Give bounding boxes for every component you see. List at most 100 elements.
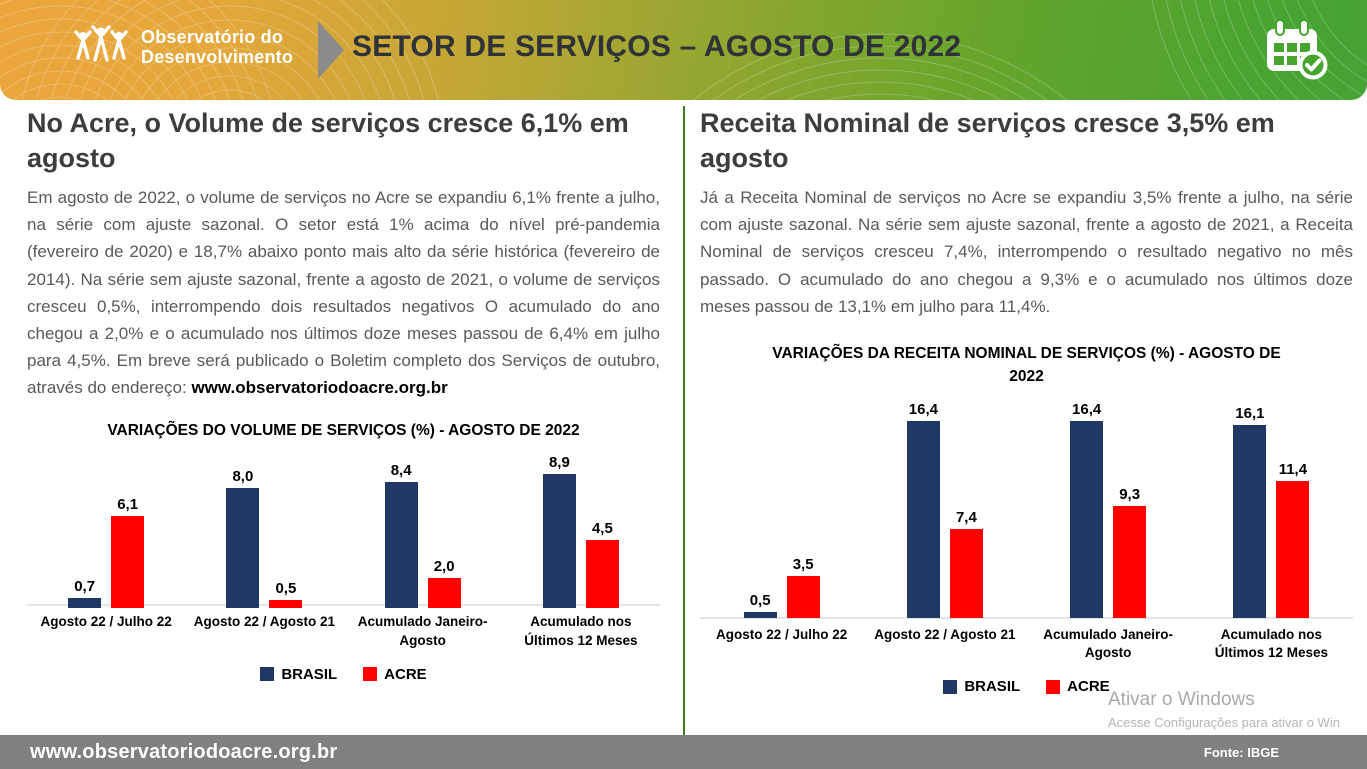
legend-item-acre: ACRE	[1046, 678, 1110, 695]
bar-value-label: 2,0	[433, 557, 455, 575]
calendar-check-icon	[1267, 19, 1328, 80]
header-banner: Observatório do Desenvolvimento SETOR DE…	[0, 0, 1367, 100]
bar-value-label: 8,0	[232, 467, 254, 485]
bar-brasil	[384, 481, 418, 608]
volume-paragraph: Em agosto de 2022, o volume de serviços …	[27, 184, 660, 402]
bar-acre	[427, 577, 461, 608]
legend-swatch	[943, 679, 958, 694]
bar-wrap: 8,9	[542, 453, 576, 608]
bar-value-label: 7,4	[955, 508, 977, 526]
bar-wrap: 4,5	[585, 519, 619, 608]
bar-value-label: 9,3	[1119, 485, 1141, 503]
category-label: Acumulado Janeiro-Agosto	[1043, 626, 1174, 661]
bar-value-label: 0,5	[275, 579, 297, 597]
bar-value-label: 16,4	[1072, 400, 1102, 418]
bar-group: 8,0 0,5	[185, 468, 343, 608]
legend-label: BRASIL	[281, 665, 338, 683]
bar-brasil	[542, 473, 576, 608]
windows-activation-watermark: Ativar o Windows Acesse Configurações pa…	[1108, 689, 1340, 730]
bar-acre	[1276, 480, 1310, 618]
column-divider	[683, 106, 685, 735]
bar-group: 16,4 7,4	[863, 401, 1026, 618]
logo: Observatório do Desenvolvimento	[72, 24, 293, 70]
volume-body-link: www.observatoriodoacre.org.br	[191, 378, 448, 398]
bar-acre	[786, 575, 820, 618]
bar-brasil	[1070, 420, 1104, 618]
header-decoration	[0, 0, 1367, 100]
bar-value-label: 6,1	[117, 495, 139, 513]
volume-section: No Acre, o Volume de serviços cresce 6,1…	[27, 106, 660, 683]
bar-acre	[111, 515, 145, 608]
category-label: Agosto 22 / Agosto 21	[193, 613, 336, 629]
page-title: SETOR DE SERVIÇOS – AGOSTO DE 2022	[352, 30, 962, 63]
category-label: Agosto 22 / Julho 22	[40, 613, 172, 629]
volume-chart-x-labels: Agosto 22 / Julho 22 Agosto 22 / Agosto 2…	[27, 613, 660, 651]
bar-value-label: 16,1	[1235, 404, 1265, 422]
receita-chart-title: VARIAÇÕES DA RECEITA NOMINAL DE SERVIÇOS…	[772, 345, 1281, 386]
bar-value-label: 8,9	[548, 453, 570, 471]
volume-chart: VARIAÇÕES DO VOLUME DE SERVIÇOS (%) - AG…	[27, 419, 660, 683]
bar-brasil	[743, 611, 777, 618]
bar-acre	[585, 539, 619, 608]
receita-chart-x-labels: Agosto 22 / Julho 22 Agosto 22 / Agosto 2…	[700, 626, 1353, 664]
footer-url: www.observatoriodoacre.org.br	[30, 740, 338, 763]
bar-wrap: 0,5	[743, 591, 777, 618]
bar-brasil	[906, 420, 940, 618]
logo-text: Observatório do Desenvolvimento	[141, 27, 293, 67]
receita-heading: Receita Nominal de serviços cresce 3,5% …	[700, 108, 1275, 173]
legend-label: ACRE	[384, 665, 427, 683]
bar-wrap: 11,4	[1276, 460, 1310, 618]
bar-group: 8,4 2,0	[344, 462, 502, 608]
bar-acre	[269, 599, 303, 608]
bar-wrap: 6,1	[111, 495, 145, 608]
receita-paragraph: Já a Receita Nominal de serviços no Acre…	[700, 188, 1353, 316]
bar-value-label: 11,4	[1278, 460, 1308, 478]
bar-value-label: 3,5	[792, 555, 814, 573]
watermark-line2: Acesse Configurações para ativar o Win	[1108, 715, 1340, 730]
bar-wrap: 9,3	[1113, 485, 1147, 618]
footer-bar: www.observatoriodoacre.org.br Fonte: IBG…	[0, 735, 1367, 769]
bar-acre	[949, 528, 983, 618]
legend-label: BRASIL	[964, 678, 1021, 696]
bar-wrap: 0,7	[68, 578, 102, 608]
bar-wrap: 16,4	[906, 400, 940, 618]
bar-group: 0,7 6,1	[27, 496, 185, 608]
legend-item-brasil: BRASIL	[943, 678, 1020, 695]
legend-label: ACRE	[1067, 678, 1110, 696]
bar-group: 16,4 9,3	[1027, 401, 1190, 618]
bar-value-label: 0,5	[749, 591, 771, 609]
legend-item-brasil: BRASIL	[260, 666, 337, 683]
volume-body-text: Em agosto de 2022, o volume de serviços …	[27, 188, 660, 398]
category-label: Agosto 22 / Agosto 21	[874, 626, 1016, 642]
volume-chart-plot: 0,7 6,1 8,0 0,5 8,4 2,0 8,9 4,5	[27, 453, 660, 608]
volume-chart-legend: BRASIL ACRE	[27, 666, 660, 683]
logo-line2: Desenvolvimento	[141, 47, 294, 67]
bar-wrap: 3,5	[786, 555, 820, 618]
legend-swatch	[260, 667, 275, 682]
receita-section: Receita Nominal de serviços cresce 3,5% …	[700, 106, 1353, 695]
legend-item-acre: ACRE	[363, 666, 427, 683]
bar-group: 16,1 11,4	[1190, 405, 1353, 618]
bar-brasil	[68, 597, 102, 608]
bar-wrap: 0,5	[269, 579, 303, 608]
bar-wrap: 16,4	[1070, 400, 1104, 618]
bar-wrap: 2,0	[427, 557, 461, 608]
bar-wrap: 7,4	[949, 508, 983, 618]
bar-group: 0,5 3,5	[700, 556, 863, 618]
bar-value-label: 4,5	[591, 519, 613, 537]
bar-value-label: 8,4	[390, 461, 412, 479]
category-label: Agosto 22 / Julho 22	[715, 626, 848, 642]
watermark-line1: Ativar o Windows	[1108, 689, 1255, 710]
receita-chart-legend: BRASIL ACRE	[700, 678, 1353, 695]
receita-chart: VARIAÇÕES DA RECEITA NOMINAL DE SERVIÇOS…	[700, 342, 1353, 695]
legend-swatch	[363, 667, 378, 682]
footer-source: Fonte: IBGE	[1203, 744, 1279, 760]
bar-value-label: 16,4	[908, 400, 938, 418]
volume-heading: No Acre, o Volume de serviços cresce 6,1…	[27, 108, 629, 173]
category-label: Acumulado nos Últimos 12 Meses	[524, 613, 638, 648]
bar-brasil	[226, 487, 260, 608]
bar-brasil	[1233, 424, 1267, 618]
bar-wrap: 8,4	[384, 461, 418, 608]
bar-wrap: 8,0	[226, 467, 260, 608]
